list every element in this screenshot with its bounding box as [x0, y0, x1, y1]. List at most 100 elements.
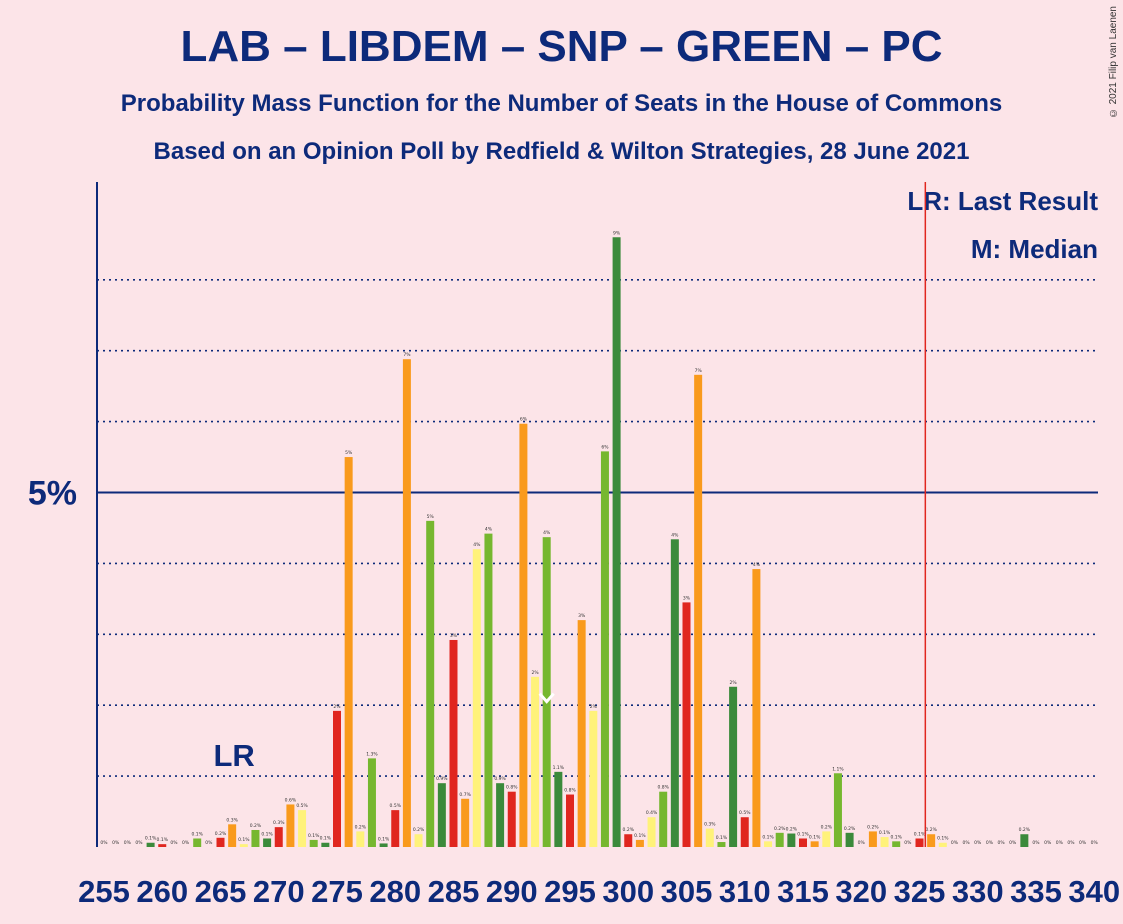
bar-label-280: 0.5%: [390, 803, 402, 809]
bar-label-312: 0.1%: [762, 834, 774, 840]
bar-label-301: 0.1%: [634, 833, 646, 839]
bar-label-307: 0.3%: [704, 822, 716, 828]
bar-281: [402, 359, 411, 847]
bar-label-310: 0.5%: [739, 810, 751, 816]
last-result-marker-label: LR: [213, 738, 254, 773]
bar-300: [624, 834, 633, 847]
bar-272: [298, 810, 307, 847]
bar-label-281: 7%: [403, 352, 411, 358]
bar-260: [158, 844, 167, 847]
bar-label-331: 0%: [986, 840, 994, 846]
x-tick-label-275: 275: [311, 874, 363, 909]
bar-288: [484, 533, 493, 847]
bar-label-279: 0.1%: [378, 836, 390, 842]
x-tick-label-310: 310: [719, 874, 771, 909]
bar-296: [577, 620, 586, 847]
bar-279: [379, 843, 388, 847]
bar-value-labels: 0% 0% 0% 0%0.1% 0.1%0% 0%0.1%0%0.2%0.3%0.1%0.…: [100, 230, 1098, 846]
bar-label-315: 0.1%: [797, 831, 809, 837]
bar-267: [239, 844, 248, 847]
bar-319: [845, 832, 854, 847]
bar-label-322: 0.1%: [879, 830, 891, 836]
bar-265: [216, 837, 225, 847]
bar-321: [868, 831, 877, 847]
x-tick-label-305: 305: [661, 874, 713, 909]
bar-label-264: 0%: [205, 840, 213, 846]
bar-label-260: 0.1%: [157, 837, 169, 843]
bar-295: [566, 794, 574, 847]
bar-label-326: 0.2%: [925, 827, 937, 833]
bar-287: [472, 549, 481, 847]
bar-302: [647, 817, 656, 847]
chart-subtitle-poll: Based on an Opinion Poll by Redfield & W…: [153, 138, 970, 165]
bar-label-288: 4%: [485, 527, 493, 533]
bar-label-294: 1.1%: [553, 765, 565, 771]
bar-305: [682, 602, 691, 847]
bar-327: [938, 842, 947, 847]
bar-label-339: 0%: [1079, 840, 1087, 846]
x-tick-label-315: 315: [777, 874, 829, 909]
bar-268: [251, 829, 260, 847]
axes: 5% 255 260 265 270 275 280 285 290 295 300 305 310 31…: [28, 182, 1120, 909]
bar-323: [892, 841, 901, 847]
bar-label-318: 1.1%: [832, 766, 844, 772]
bar-315: [799, 838, 807, 847]
bar-271: [286, 804, 295, 847]
bar-298: [600, 451, 609, 847]
bar-label-270: 0.3%: [273, 820, 285, 826]
bar-label-284: 0.9%: [436, 776, 448, 782]
bar-label-321: 0.2%: [867, 824, 879, 830]
bar-303: [659, 791, 668, 847]
bar-322: [880, 837, 889, 847]
x-tick-label-285: 285: [428, 874, 480, 909]
bar-263: [193, 838, 202, 847]
bar-334: [1020, 834, 1029, 847]
x-tick-label-325: 325: [894, 874, 946, 909]
bar-308: [717, 842, 726, 847]
bar-label-299: 9%: [613, 230, 621, 236]
x-tick-label-265: 265: [195, 874, 247, 909]
bar-label-273: 0.1%: [308, 833, 320, 839]
bar-label-300: 0.2%: [623, 827, 635, 833]
bar-276: [344, 457, 353, 847]
bar-label-276: 5%: [345, 450, 353, 456]
bar-label-304: 4%: [671, 532, 679, 538]
bar-label-295: 0.8%: [564, 788, 576, 794]
bar-label-272: 0.5%: [296, 803, 308, 809]
bar-label-282: 0.2%: [413, 827, 425, 833]
bar-label-292: 2%: [531, 670, 539, 676]
bar-label-332: 0%: [997, 840, 1005, 846]
bar-269: [263, 838, 272, 847]
bar-label-262: 0%: [182, 840, 190, 846]
bar-311: [752, 569, 761, 847]
bar-label-334: 0.2%: [1019, 827, 1031, 833]
bar-label-283: 5%: [427, 514, 435, 520]
bar-316: [810, 841, 819, 847]
bar-label-255: 0%: [100, 840, 108, 846]
gridlines: [97, 278, 1098, 777]
bar-label-263: 0.1%: [191, 831, 203, 837]
bar-series: [146, 237, 1029, 847]
bar-label-268: 0.2%: [250, 823, 262, 829]
bar-label-287: 4%: [473, 542, 481, 548]
bar-label-325: 0.1%: [914, 831, 926, 837]
bar-284: [437, 783, 446, 847]
bar-label-314: 0.2%: [786, 827, 798, 833]
bar-label-303: 0.8%: [657, 785, 669, 791]
bar-289: [496, 783, 505, 847]
bar-label-306: 7%: [695, 368, 703, 374]
bar-label-302: 0.4%: [646, 810, 658, 816]
bar-294: [554, 771, 563, 847]
x-tick-label-280: 280: [369, 874, 421, 909]
bar-283: [426, 520, 435, 847]
x-tick-label-290: 290: [486, 874, 538, 909]
x-tick-label-335: 335: [1010, 874, 1062, 909]
bar-label-266: 0.3%: [226, 817, 238, 823]
x-tick-label-340: 340: [1068, 874, 1120, 909]
bar-label-267: 0.1%: [238, 837, 250, 843]
bar-278: [367, 758, 376, 847]
bar-label-333: 0%: [1009, 840, 1017, 846]
bar-label-291: 6%: [520, 417, 528, 423]
bar-label-293: 4%: [543, 530, 551, 536]
